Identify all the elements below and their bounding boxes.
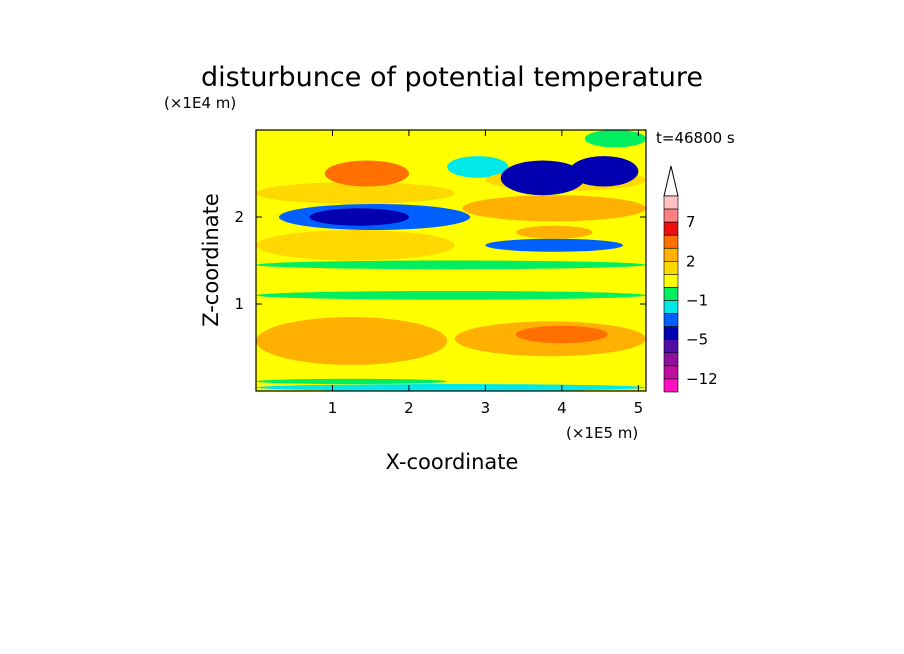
y-axis-label: Z-coordinate [199,193,223,327]
colorbar-swatch [663,221,679,236]
field-region [485,238,624,252]
field-region [256,230,455,261]
field-region [256,182,455,204]
colorbar-swatch [663,339,679,354]
y-tick-label: 2 [234,208,244,226]
colorbar-swatch [663,208,679,223]
y-unit-label: (×1E4 m) [164,94,236,112]
chart-title: disturbunce of potential temperature [201,62,703,93]
colorbar-swatch [663,352,679,367]
field-region [256,378,448,385]
colorbar-swatch [663,234,679,249]
colorbar-swatch [663,326,679,341]
field-region [500,160,585,196]
time-label: t=46800 s [656,129,735,147]
colorbar-tick-label: 7 [686,213,696,231]
colorbar-swatch [663,261,679,275]
colorbar-swatch [663,300,679,314]
colorbar-tick-label: −5 [686,331,708,349]
colorbar-swatch [663,247,679,262]
colorbar-tick-label: −1 [686,292,708,310]
colorbar-swatch [663,378,679,393]
field-region [462,195,646,222]
field-region [256,384,646,391]
colorbar-tick-label: 2 [686,252,696,270]
colorbar-swatch [663,287,679,301]
colorbar-tick-label: −12 [686,370,718,388]
field-region [447,156,509,178]
colorbar-extend-arrow [663,165,679,197]
field-region [584,130,646,148]
plot-frame [255,129,647,392]
colorbar-swatch [663,313,679,327]
field-region [569,156,639,187]
x-tick-label: 4 [557,399,567,417]
colorbar-swatch [663,195,679,210]
field-region [256,130,646,157]
colorbar-swatch [663,365,679,380]
field-region [309,208,409,226]
colorbar-swatch [663,274,679,288]
contour-field [256,130,646,391]
field-region [256,317,448,365]
colorbar: 7 2 −1 −5 −12 [663,165,718,393]
field-region [516,225,593,239]
x-axis: 1 2 3 4 5 [328,130,643,417]
field-region [256,260,646,270]
x-axis-label: X-coordinate [386,450,519,474]
x-tick-label: 2 [404,399,414,417]
x-tick-label: 5 [634,399,644,417]
x-tick-label: 3 [481,399,491,417]
x-tick-label: 1 [328,399,338,417]
y-axis: 12 [234,208,646,313]
field-region [256,290,646,300]
y-tick-label: 1 [234,295,244,313]
field-region [332,164,371,178]
x-unit-label: (×1E5 m) [566,424,638,442]
field-region [516,325,608,344]
